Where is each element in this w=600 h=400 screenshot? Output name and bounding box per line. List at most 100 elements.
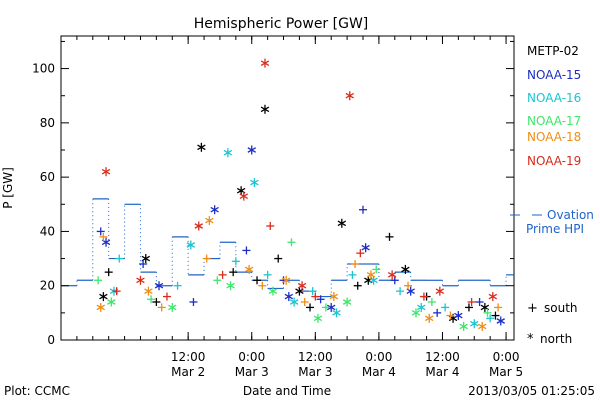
x-tick-date-label: Mar 2 bbox=[171, 365, 205, 379]
point-metp-02-south bbox=[229, 268, 238, 277]
x-tick-time-label: 12:00 bbox=[298, 350, 333, 364]
point-noaa-19-south bbox=[419, 292, 428, 301]
legend-marker-north-label: north bbox=[540, 332, 572, 346]
legend-entry-noaa-17: NOAA-17 bbox=[527, 114, 581, 128]
y-axis: 0 20 40 60 80 100 bbox=[32, 40, 514, 347]
point-metp-02-south bbox=[274, 254, 283, 263]
point-noaa-19-north bbox=[345, 91, 354, 101]
point-noaa-16-south bbox=[115, 254, 124, 263]
point-noaa-15-south bbox=[189, 298, 198, 306]
point-noaa-16-north bbox=[250, 178, 259, 188]
point-metp-02-south bbox=[152, 298, 161, 306]
point-noaa-17-south bbox=[321, 303, 330, 312]
y-tick-label: 40 bbox=[40, 224, 55, 238]
legend-marker-south-label: south bbox=[544, 301, 578, 315]
point-noaa-17-south bbox=[287, 238, 296, 247]
point-noaa-18-north bbox=[144, 286, 153, 296]
point-noaa-16-north bbox=[417, 302, 426, 312]
point-noaa-15-south bbox=[242, 246, 251, 255]
y-tick-label: 60 bbox=[40, 170, 55, 184]
point-noaa-17-south bbox=[427, 298, 436, 306]
point-noaa-16-south bbox=[308, 287, 317, 296]
point-noaa-18-north bbox=[244, 264, 254, 274]
point-noaa-15-south bbox=[96, 227, 105, 236]
point-noaa-16-south bbox=[486, 314, 495, 323]
legend: METP-02 NOAA-15 NOAA-16 NOAA-17 NOAA-18 … bbox=[510, 44, 598, 347]
point-noaa-17-south bbox=[213, 276, 222, 285]
point-noaa-19-south bbox=[311, 292, 320, 301]
point-noaa-16-north bbox=[289, 297, 299, 307]
legend-entry-noaa-15: NOAA-15 bbox=[527, 68, 581, 82]
x-tick-date-label: Mar 4 bbox=[425, 365, 459, 379]
y-tick-label: 0 bbox=[47, 333, 55, 347]
point-noaa-19-north bbox=[297, 281, 307, 291]
point-noaa-19-north bbox=[435, 286, 445, 296]
legend-entry-ovation: Ovation Prime HPI bbox=[526, 208, 598, 236]
point-noaa-15-north bbox=[284, 292, 294, 302]
point-noaa-16-north bbox=[332, 308, 341, 318]
point-noaa-18-south bbox=[351, 260, 360, 268]
point-noaa-17-south bbox=[372, 265, 381, 274]
y-tick-label: 20 bbox=[40, 279, 55, 293]
point-metp-02-south bbox=[104, 268, 113, 277]
point-noaa-17-south bbox=[147, 295, 156, 304]
point-noaa-17-north bbox=[342, 297, 352, 307]
point-noaa-18-south bbox=[494, 303, 503, 312]
x-tick-date-label: Mar 4 bbox=[362, 365, 396, 379]
point-noaa-16-north bbox=[223, 148, 233, 158]
point-noaa-19-south bbox=[266, 222, 275, 230]
point-metp-02-south bbox=[464, 303, 473, 312]
point-noaa-19-north bbox=[136, 275, 145, 285]
point-noaa-17-south bbox=[94, 276, 103, 285]
point-noaa-17-north bbox=[168, 302, 177, 312]
point-noaa-18-north bbox=[366, 270, 376, 280]
legend-entry-noaa-18: NOAA-18 bbox=[527, 130, 581, 144]
point-noaa-15-south bbox=[359, 205, 367, 214]
point-noaa-19-north bbox=[387, 270, 397, 280]
point-noaa-18-north bbox=[96, 302, 105, 312]
point-noaa-18-south bbox=[157, 303, 166, 312]
legend-entry-metp-02: METP-02 bbox=[527, 44, 579, 58]
point-noaa-16-north bbox=[186, 240, 196, 250]
point-metp-02-north bbox=[260, 104, 270, 114]
point-noaa-19-south bbox=[112, 287, 121, 296]
point-noaa-18-south bbox=[404, 281, 413, 290]
chart-title: Hemispheric Power [GW] bbox=[194, 16, 369, 32]
legend-ovation-line-2: Prime HPI bbox=[526, 222, 584, 236]
point-noaa-15-south bbox=[316, 295, 325, 304]
point-noaa-18-south bbox=[446, 311, 455, 320]
point-noaa-19-south bbox=[162, 292, 171, 301]
point-noaa-18-north bbox=[205, 216, 214, 226]
point-noaa-19-north bbox=[239, 191, 249, 201]
point-noaa-15-north bbox=[210, 205, 219, 215]
point-noaa-17-north bbox=[268, 286, 278, 296]
point-noaa-18-south bbox=[99, 232, 108, 241]
x-tick-date-label: Mar 3 bbox=[298, 365, 332, 379]
point-noaa-15-north bbox=[454, 311, 463, 321]
point-noaa-18-north bbox=[281, 275, 291, 285]
x-tick-date-label: Mar 5 bbox=[489, 365, 523, 379]
y-axis-label: P [GW] bbox=[1, 167, 15, 209]
point-metp-02-north bbox=[99, 292, 108, 302]
point-noaa-19-south bbox=[467, 298, 476, 306]
ovation-series bbox=[61, 198, 514, 298]
point-noaa-17-north bbox=[459, 321, 468, 331]
point-noaa-15-south bbox=[139, 260, 148, 268]
point-noaa-17-north bbox=[313, 313, 323, 323]
legend-entry-noaa-19: NOAA-19 bbox=[527, 154, 581, 168]
point-noaa-15-south bbox=[390, 276, 399, 285]
point-noaa-15-north bbox=[496, 316, 505, 326]
point-metp-02-south bbox=[385, 232, 394, 241]
x-tick-date-label: Mar 3 bbox=[235, 365, 269, 379]
point-noaa-16-south bbox=[441, 303, 450, 312]
point-noaa-18-north bbox=[329, 292, 339, 302]
y-tick-label: 100 bbox=[32, 62, 55, 76]
point-noaa-16-south bbox=[396, 287, 405, 296]
point-noaa-17-south bbox=[483, 308, 492, 317]
x-tick-time-label: 0:00 bbox=[365, 350, 392, 364]
x-tick-time-label: 0:00 bbox=[238, 350, 265, 364]
point-noaa-15-north bbox=[247, 145, 256, 155]
